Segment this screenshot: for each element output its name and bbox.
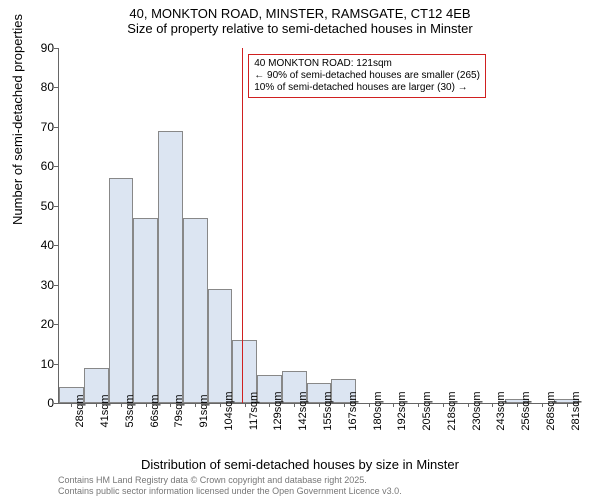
y-tick (54, 206, 58, 207)
histogram-bar (133, 218, 158, 403)
y-tick-label: 30 (24, 278, 54, 292)
footer-line1: Contains HM Land Registry data © Crown c… (58, 475, 402, 486)
x-tick (269, 403, 270, 407)
x-tick-label: 79sqm (173, 394, 185, 427)
x-tick-label: 41sqm (99, 394, 111, 427)
annotation-box: 40 MONKTON ROAD: 121sqm← 90% of semi-det… (248, 54, 486, 98)
x-tick (170, 403, 171, 407)
chart-title-line2: Size of property relative to semi-detach… (0, 21, 600, 36)
chart-container: 40, MONKTON ROAD, MINSTER, RAMSGATE, CT1… (0, 0, 600, 500)
x-tick-label: 218sqm (446, 391, 458, 430)
x-tick-label: 180sqm (372, 391, 384, 430)
annotation-line1: 40 MONKTON ROAD: 121sqm (254, 58, 480, 70)
marker-line (242, 48, 243, 403)
y-tick (54, 403, 58, 404)
y-tick (54, 87, 58, 88)
histogram-bar (158, 131, 183, 403)
y-tick-label: 10 (24, 357, 54, 371)
chart-title-line1: 40, MONKTON ROAD, MINSTER, RAMSGATE, CT1… (0, 0, 600, 21)
x-tick (517, 403, 518, 407)
histogram-bar (208, 289, 233, 403)
x-tick-label: 268sqm (545, 391, 557, 430)
x-tick-label: 256sqm (520, 391, 532, 430)
x-tick-label: 155sqm (322, 391, 334, 430)
y-tick (54, 166, 58, 167)
x-tick-label: 142sqm (297, 391, 309, 430)
x-tick (567, 403, 568, 407)
y-tick-label: 20 (24, 317, 54, 331)
y-tick (54, 285, 58, 286)
x-tick (245, 403, 246, 407)
x-tick-label: 117sqm (248, 392, 260, 430)
x-tick-label: 28sqm (74, 394, 86, 427)
x-tick (96, 403, 97, 407)
x-tick (344, 403, 345, 407)
x-tick (369, 403, 370, 407)
x-tick-label: 53sqm (124, 394, 136, 427)
x-tick (443, 403, 444, 407)
x-tick-label: 129sqm (272, 391, 284, 430)
y-tick-label: 40 (24, 238, 54, 252)
x-tick (146, 403, 147, 407)
plot-area: 40 MONKTON ROAD: 121sqm← 90% of semi-det… (58, 48, 579, 404)
histogram-bar (109, 178, 134, 403)
histogram-bar (183, 218, 208, 403)
x-tick (468, 403, 469, 407)
y-tick-label: 90 (24, 41, 54, 55)
footer-line2: Contains public sector information licen… (58, 486, 402, 497)
x-tick-label: 281sqm (570, 391, 582, 430)
y-tick-label: 70 (24, 120, 54, 134)
y-tick-label: 60 (24, 159, 54, 173)
y-tick (54, 324, 58, 325)
x-tick (542, 403, 543, 407)
footer-attribution: Contains HM Land Registry data © Crown c… (58, 475, 402, 497)
x-tick (492, 403, 493, 407)
x-tick (294, 403, 295, 407)
x-tick (319, 403, 320, 407)
y-tick-label: 50 (24, 199, 54, 213)
x-tick-label: 205sqm (421, 391, 433, 430)
y-tick (54, 48, 58, 49)
y-tick-label: 80 (24, 80, 54, 94)
y-axis-label: Number of semi-detached properties (10, 14, 25, 225)
y-tick-label: 0 (24, 396, 54, 410)
annotation-line2: ← 90% of semi-detached houses are smalle… (254, 70, 480, 82)
y-tick (54, 364, 58, 365)
x-axis-label: Distribution of semi-detached houses by … (0, 457, 600, 472)
x-tick-label: 91sqm (198, 394, 210, 427)
x-tick (121, 403, 122, 407)
x-tick-label: 167sqm (347, 391, 359, 430)
x-tick-label: 192sqm (396, 391, 408, 430)
x-tick-label: 243sqm (495, 391, 507, 430)
x-tick (71, 403, 72, 407)
x-tick-label: 230sqm (471, 391, 483, 430)
x-tick (393, 403, 394, 407)
annotation-line3: 10% of semi-detached houses are larger (… (254, 82, 480, 94)
y-tick (54, 245, 58, 246)
x-tick (220, 403, 221, 407)
x-tick (195, 403, 196, 407)
y-tick (54, 127, 58, 128)
x-tick (418, 403, 419, 407)
x-tick-label: 104sqm (223, 391, 235, 430)
x-tick-label: 66sqm (149, 394, 161, 427)
